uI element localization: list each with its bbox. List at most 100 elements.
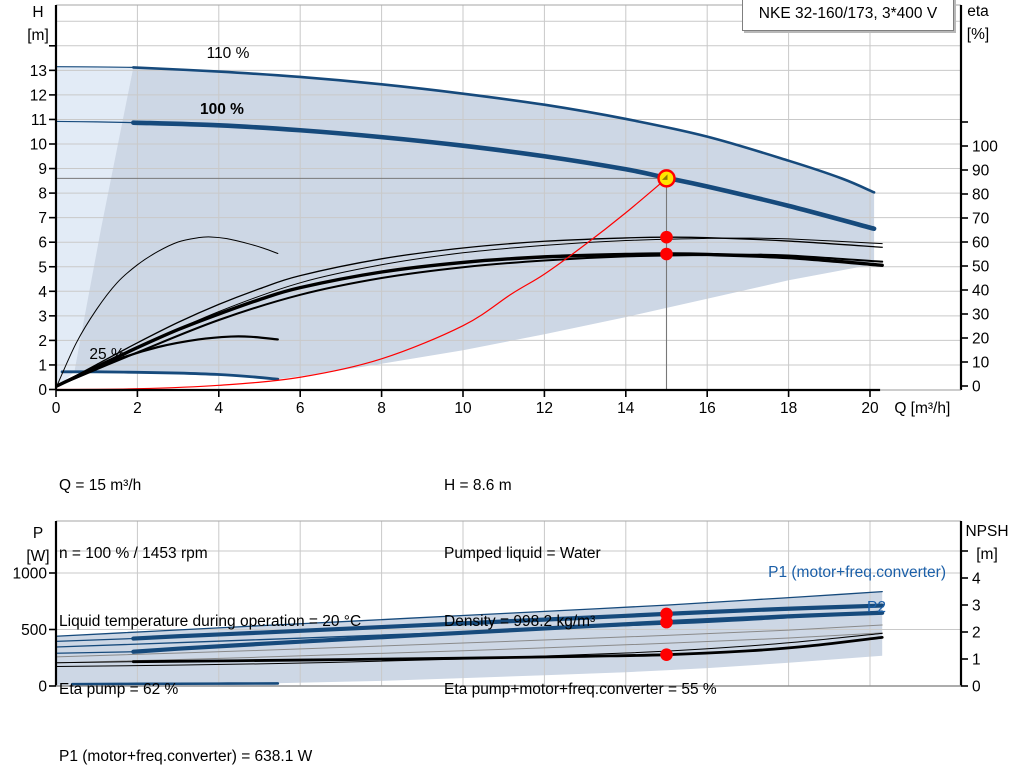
tick-label: 40 [972,283,990,300]
pump-title-box: NKE 32-160/173, 3*400 V [742,0,954,31]
tick-label: 10 [454,400,472,417]
eta-pump-110 [56,237,883,387]
tick-label: 1000 [13,566,48,583]
tick-label: 8 [38,186,47,203]
tick-label: 50 [972,259,990,276]
p1-curve-110 [55,590,883,637]
h-axis-unit: [m] [27,27,49,44]
pump-title: NKE 32-160/173, 3*400 V [758,5,938,22]
qh-curve-110-lead [55,66,134,69]
tick-label: 11 [31,112,47,129]
tick-label: 2 [972,625,981,642]
tick-label: 1 [972,652,981,669]
tick-label: 20 [972,331,990,348]
qh-curve-100 [131,120,877,231]
npsh-curve-100 [131,636,884,664]
info-line: Liquid temperature during operation = 20… [59,612,362,630]
tick-label: 4 [38,284,47,301]
eta-pump-duty-dot [660,230,673,244]
tick-label: 14 [617,400,635,417]
info-line: n = 100 % / 1453 rpm [59,544,208,562]
p2-duty-dot [660,615,673,629]
curve-label: P1 (motor+freq.converter) [768,564,946,581]
p-axis-label: P [32,525,44,542]
tick-label: 9 [38,161,47,178]
operating-envelope [74,67,875,380]
power-info: P1 (motor+freq.converter) = 638.1 W P2 =… [59,701,312,781]
p-reference-b [55,632,883,664]
tick-label: 0 [38,382,47,399]
tick-label: 10 [30,137,48,154]
tick-label: Q [m³/h] [894,400,950,417]
tick-label: 60 [972,235,990,252]
npsh-axis-unit: [m] [976,546,998,563]
qh-curve-110 [132,66,876,194]
h-axis-label: H [32,4,44,21]
qh-curve-100-lead [55,120,134,124]
eta-pump-100 [56,236,883,387]
tick-label: 20 [861,400,879,417]
eta-pump-25 [56,236,279,387]
tick-label: 30 [972,307,990,324]
curve-label: 110 % [207,45,250,62]
curve-label: P2 [867,599,886,616]
npsh-axis-label: NPSH [965,523,1009,540]
tick-label: 4 [972,571,981,588]
tick-label: 8 [377,400,386,417]
duty-info-right: H = 8.6 m Pumped liquid = Water Density … [444,430,717,746]
tick-label: 80 [972,187,990,204]
tick-label: 2 [38,333,47,350]
p1-curve-100 [131,603,885,641]
tick-label: 0 [972,679,981,696]
system-curve [55,177,668,391]
operating-envelope-light [56,66,134,389]
tick-label: 7 [38,210,47,227]
tick-label: 12 [536,400,553,417]
tick-label: 70 [972,211,990,228]
info-line: P1 (motor+freq.converter) = 638.1 W [59,748,313,766]
qh-curve-25 [60,370,280,381]
info-line: Density = 998.2 kg/m³ [444,612,596,630]
info-line: Pumped liquid = Water [444,544,601,562]
tick-label: 3 [38,308,47,325]
eta-total-duty-dot [660,247,673,261]
tick-label: 3 [972,598,981,615]
info-line: H = 8.6 m [444,477,512,495]
tick-label: 6 [296,400,305,417]
tick-label: 2 [133,400,142,417]
tick-label: 6 [38,235,47,252]
duty-point-arrow-icon [662,174,668,180]
tick-label: 18 [780,400,797,417]
tick-label: 4 [214,400,223,417]
power-npsh-chart: 0 500 1000 0 1 2 3 4 P1 (motor+freq.converter) P2 [13,520,981,696]
tick-label: 13 [30,63,47,80]
npsh-curve-100-lead [55,661,134,664]
tick-label: 0 [972,379,981,396]
eta-total-110 [55,253,884,387]
tick-label: 90 [972,163,990,180]
tick-label: 100 [972,139,998,156]
p-reference-a [55,624,883,658]
p2-curve-100 [131,610,885,654]
curve-label: 100 % [200,101,244,118]
tick-label: 10 [972,355,990,372]
eta-axis-label: eta [967,3,989,20]
curve-label: 25 % [89,346,125,363]
info-line: Eta pump+motor+freq.converter = 55 % [444,680,717,698]
tick-label: 0 [52,400,61,417]
tick-label: 5 [38,259,47,276]
eta-axis-unit: [%] [966,26,990,43]
tick-label: 12 [30,87,47,104]
npsh-duty-dot [660,648,673,661]
qh-eta-chart: 0123456789101112130102030405060708090100… [30,4,998,417]
tick-label: 500 [21,622,47,639]
tick-label: 1 [38,357,47,374]
tick-label: 0 [38,679,47,696]
p-curve-25 [70,682,280,686]
p-axis-unit: [W] [26,548,50,565]
p1-curve-100-lead [55,637,134,642]
info-line: Eta pump = 62 % [59,680,179,698]
p2-curve-100-lead [55,651,134,654]
duty-info-left: Q = 15 m³/h n = 100 % / 1453 rpm Liquid … [59,430,361,746]
